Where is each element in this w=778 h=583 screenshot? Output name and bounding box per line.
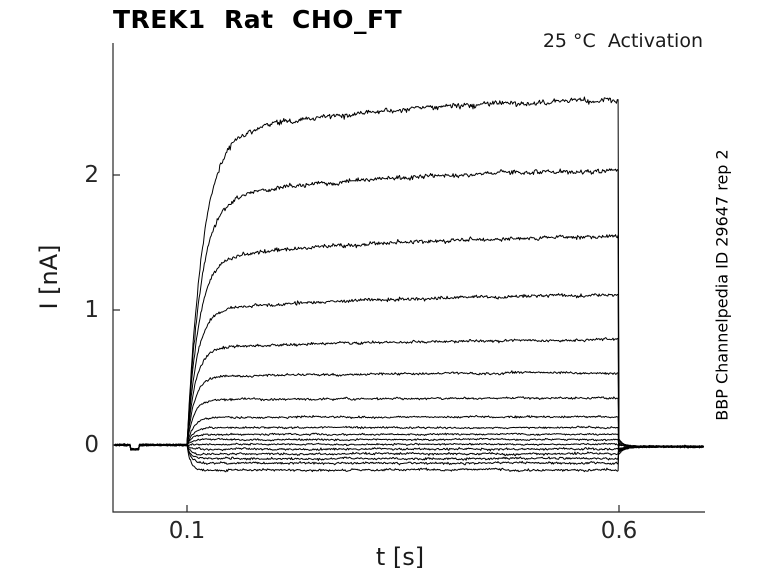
chart-title: TREK1 Rat CHO_FT [113, 5, 403, 34]
x-tick-label-0: 0.1 [168, 518, 206, 544]
y-tick-label-1: 1 [84, 297, 99, 323]
current-traces [113, 96, 705, 473]
x-tick-label-1: 0.6 [600, 518, 638, 544]
y-tick-label-0: 0 [84, 432, 99, 458]
axes-spines [112, 43, 705, 513]
temperature-annotation: 25 °C Activation [542, 30, 703, 52]
y-tick-label-2: 2 [84, 162, 99, 188]
x-axis-label: t [s] [375, 543, 425, 571]
